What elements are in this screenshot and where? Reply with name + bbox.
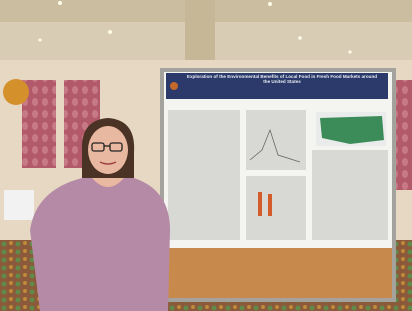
wall-decoration	[3, 79, 29, 105]
table	[4, 190, 34, 220]
poster-title: Exploration of the Environmental Benefit…	[184, 74, 380, 84]
ceiling-pillar	[185, 0, 215, 60]
poster-board	[164, 248, 392, 298]
scene	[0, 0, 412, 311]
poster-logo	[170, 82, 178, 90]
blouse	[30, 178, 170, 311]
photo: Exploration of the Environmental Benefit…	[0, 0, 412, 311]
